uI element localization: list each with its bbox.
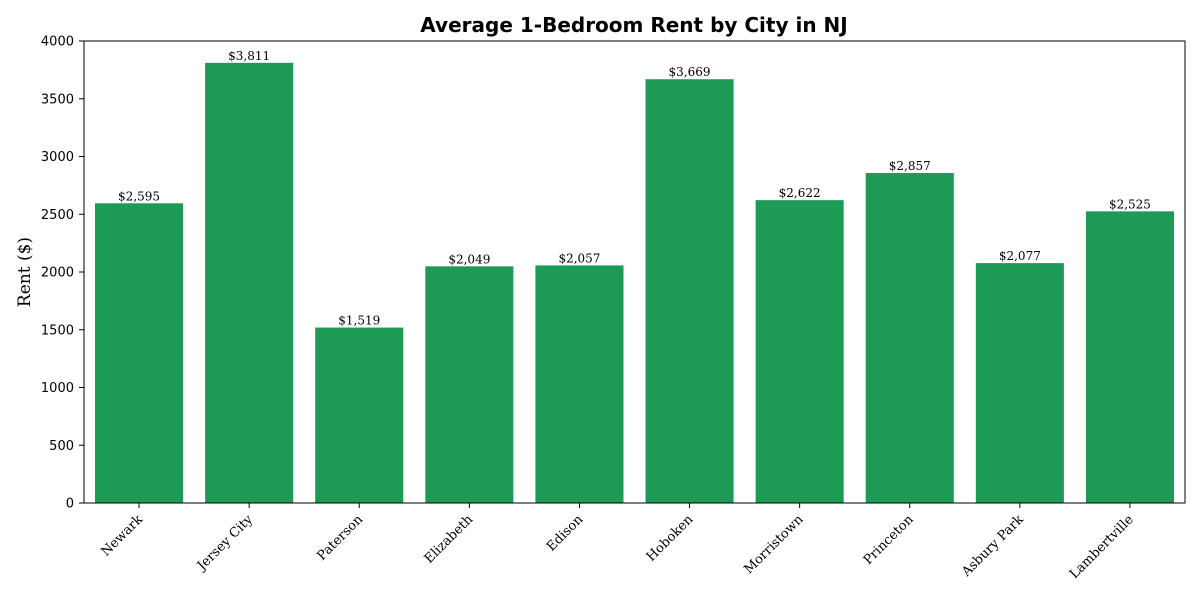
x-tick-label: Morristown (741, 512, 806, 577)
y-tick-label: 3500 (41, 92, 74, 107)
y-tick-label: 1500 (41, 323, 74, 338)
y-tick-label: 1000 (41, 381, 74, 396)
bar (95, 203, 184, 503)
bar-value-label: $3,811 (228, 49, 270, 63)
x-tick-label: Asbury Park (958, 512, 1026, 580)
y-tick-label: 500 (49, 439, 74, 454)
bar (755, 200, 844, 503)
y-tick-label: 3000 (41, 150, 74, 165)
bar-value-label: $2,622 (779, 186, 821, 200)
bar (205, 62, 294, 503)
bar (1085, 211, 1174, 504)
bar (975, 263, 1064, 503)
bar-value-label: $2,057 (558, 251, 600, 265)
x-axis: Newark Jersey City Paterson Elizabeth Edison… (98, 503, 1137, 582)
plot-frame (83, 40, 1186, 504)
x-tick-label: Newark (98, 512, 145, 559)
bar-value-label: $3,669 (669, 65, 711, 79)
bar-value-label: $1,519 (338, 314, 380, 328)
x-tick-label: Edison (544, 512, 587, 555)
y-axis-label: Rent ($) (15, 237, 35, 307)
bar-value-label: $2,595 (118, 189, 160, 203)
x-tick-label: Elizabeth (422, 512, 477, 567)
chart-title: Average 1-Bedroom Rent by City in NJ (420, 13, 847, 37)
y-axis: 0 500 1000 1500 2000 2500 3000 3500 4000 (41, 35, 84, 512)
y-tick-label: 2000 (41, 266, 74, 281)
bar-value-label: $2,525 (1109, 197, 1151, 211)
y-tick-label: 2500 (41, 208, 74, 223)
bar-value-label: $2,077 (999, 249, 1041, 263)
y-tick-label: 0 (66, 497, 74, 512)
bar (865, 173, 954, 504)
x-tick-label: Princeton (861, 512, 917, 568)
bar (315, 327, 404, 503)
bar (535, 265, 624, 503)
x-tick-label: Lambertville (1067, 512, 1137, 582)
bar-value-label: $2,857 (889, 159, 931, 173)
y-tick-label: 4000 (41, 35, 74, 50)
bars-group (95, 62, 1174, 504)
data-labels-group: $2,595 $3,811 $1,519 $2,049 $2,057 $3,669 $2,6… (118, 49, 1151, 328)
x-tick-label: Jersey City (193, 512, 256, 575)
x-tick-label: Paterson (315, 512, 367, 564)
bar-value-label: $2,049 (448, 252, 490, 266)
bar (645, 79, 734, 503)
bar (425, 266, 514, 503)
x-tick-label: Hoboken (644, 512, 697, 565)
